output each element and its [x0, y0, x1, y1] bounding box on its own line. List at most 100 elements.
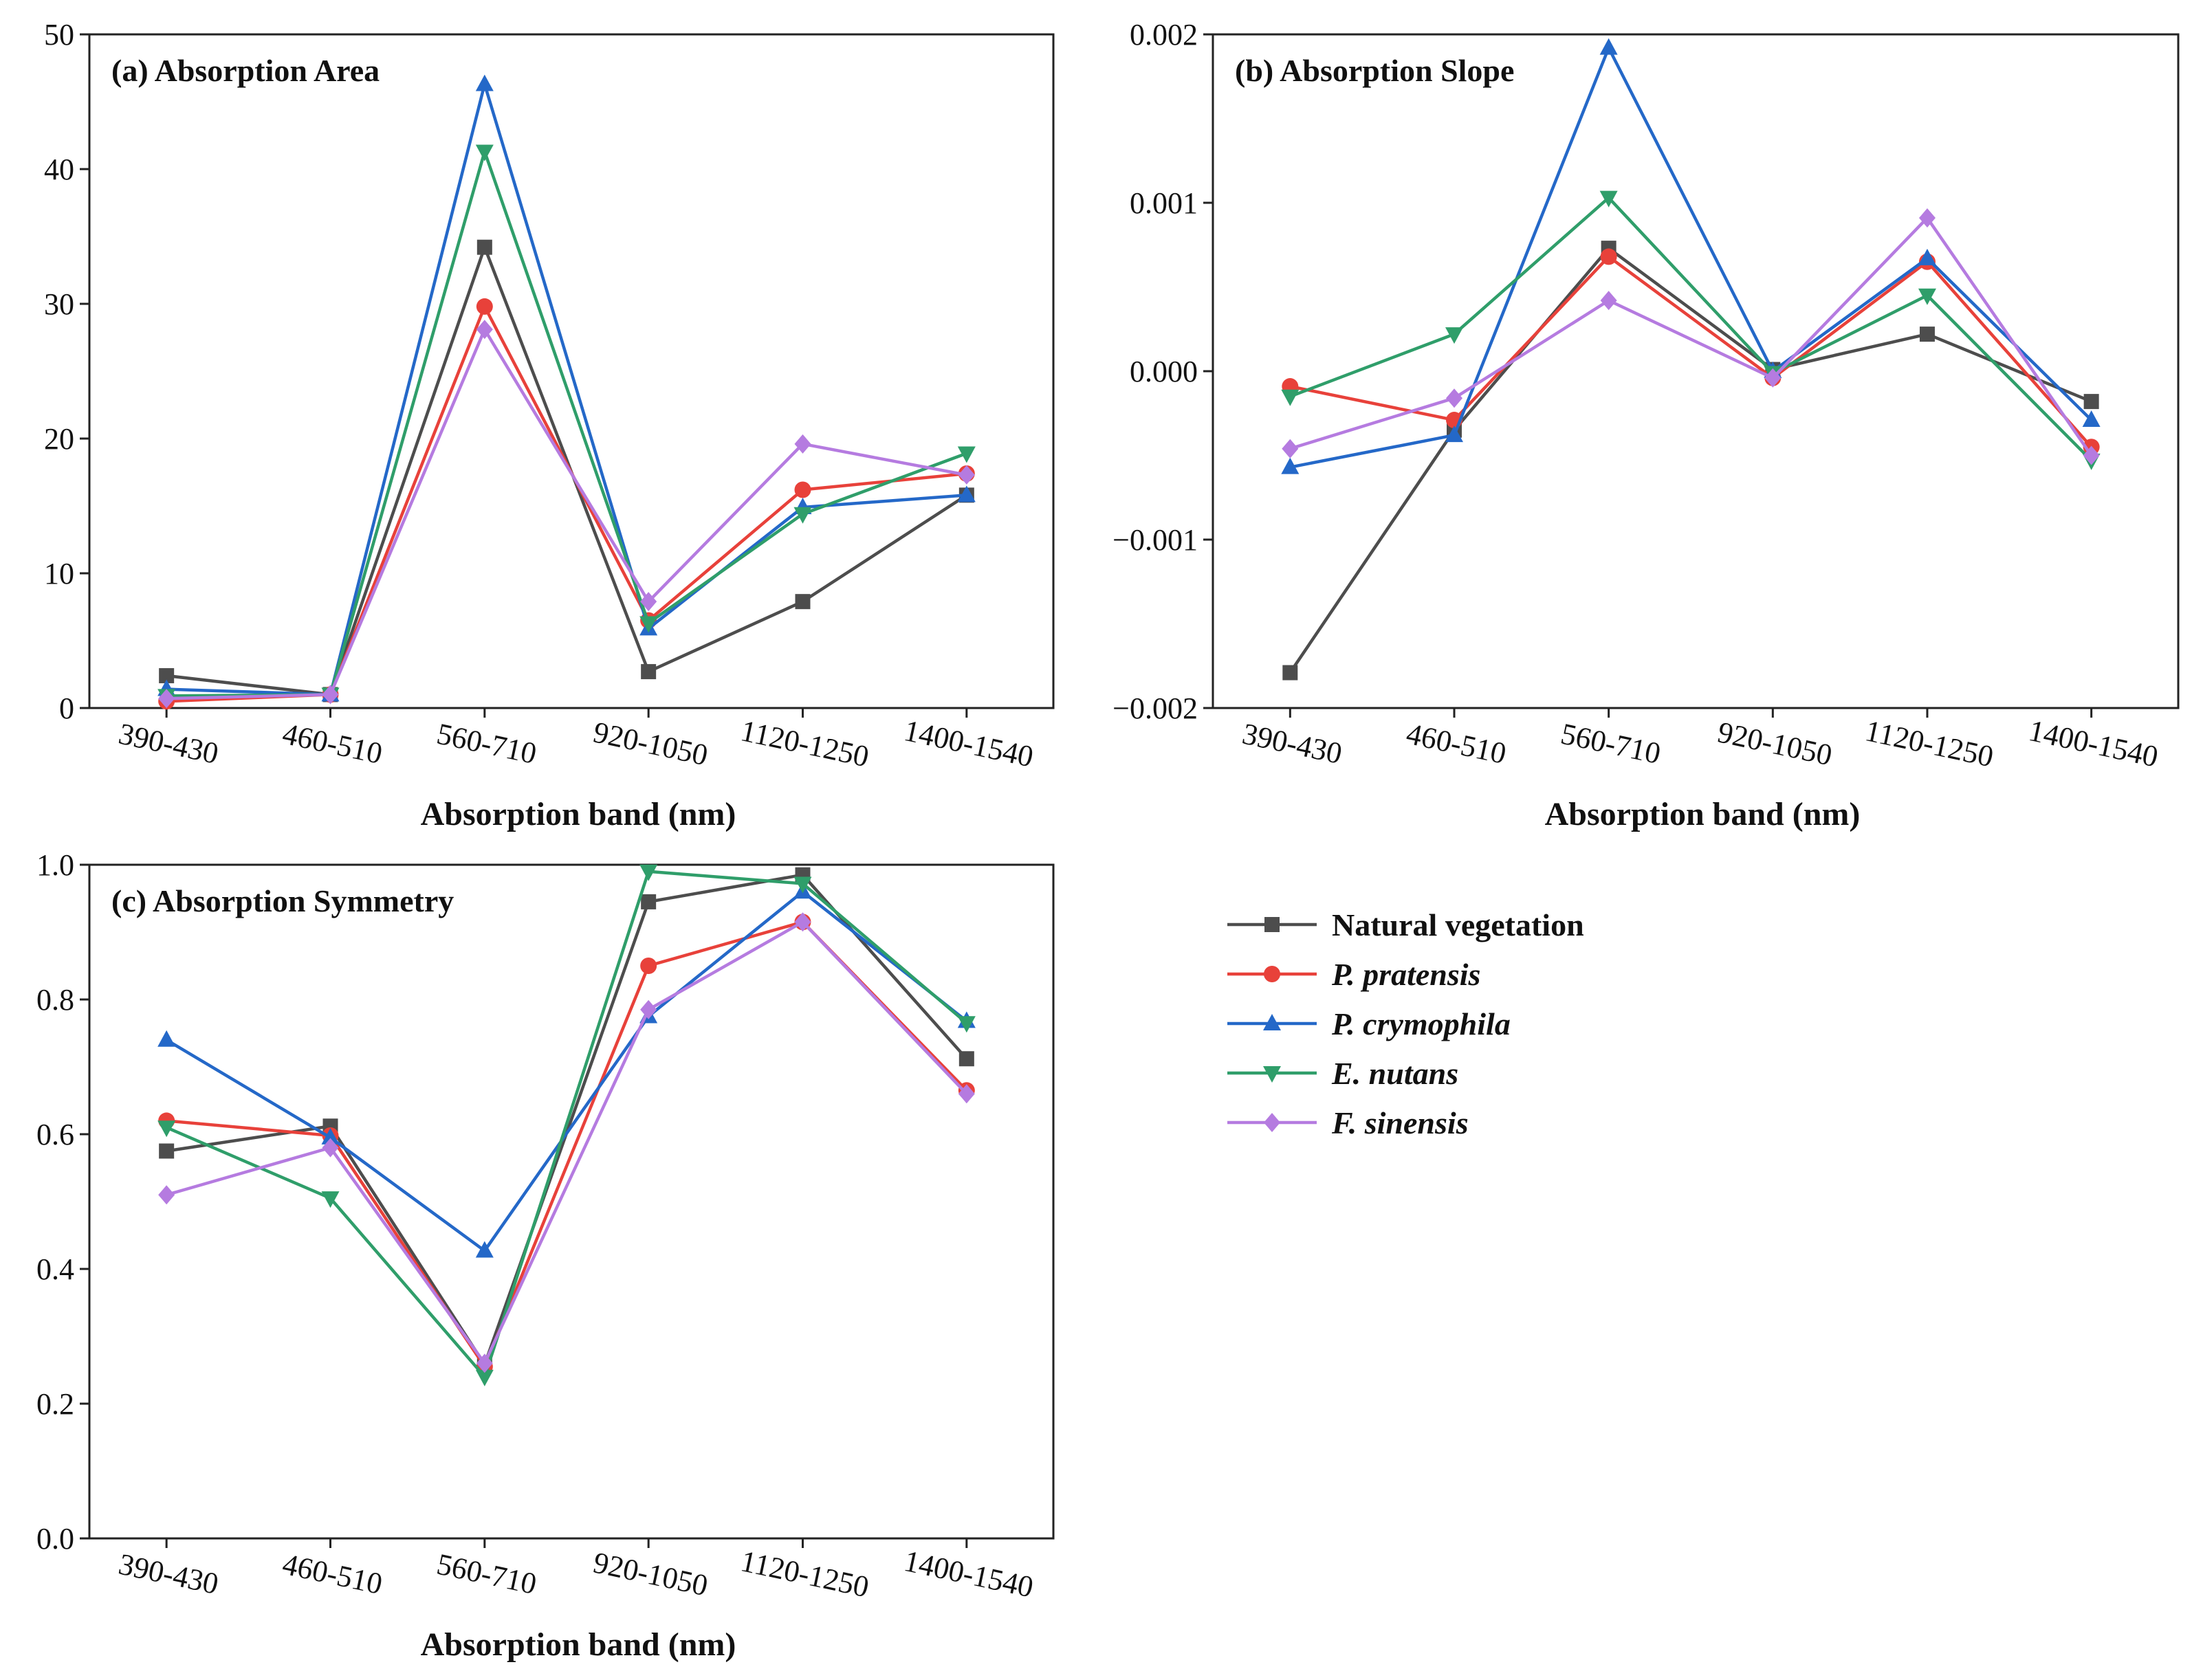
- data-point: [1918, 208, 1936, 228]
- series-line: [1289, 196, 2093, 462]
- data-point: [793, 507, 812, 524]
- series-line: [166, 150, 967, 698]
- series-line: [166, 920, 968, 1369]
- legend-label: Natural vegetation: [1332, 907, 1584, 942]
- x-tick-label: 920-1050: [591, 715, 711, 772]
- data-point: [476, 298, 493, 315]
- legend-marker: [1264, 1113, 1280, 1132]
- data-point: [2083, 394, 2099, 410]
- data-point: [794, 434, 811, 454]
- x-tick-label: 460-510: [280, 717, 386, 771]
- legend-label: E. nutans: [1331, 1056, 1458, 1091]
- y-tick-label: 0.4: [36, 1252, 74, 1286]
- plot-frame: [88, 33, 1055, 709]
- data-point: [1445, 425, 1463, 443]
- x-tick-label: 390-430: [1240, 717, 1346, 771]
- series-line: [166, 889, 968, 1252]
- x-tick-label: 1120-1250: [738, 714, 872, 773]
- y-tick-label: 0.000: [1130, 355, 1198, 388]
- y-tick-label: −0.001: [1113, 523, 1198, 557]
- legend-item: E. nutans: [1227, 1056, 1458, 1091]
- data-point: [957, 446, 976, 463]
- series-line: [166, 327, 967, 700]
- data-point: [1282, 439, 1299, 458]
- data-point: [157, 1120, 176, 1138]
- series-e-nutans: [157, 144, 976, 706]
- x-tick-label: 390-430: [116, 717, 221, 771]
- y-tick-label: −0.002: [1113, 692, 1198, 725]
- data-point: [159, 667, 175, 683]
- data-point: [2083, 445, 2100, 465]
- data-point: [1445, 327, 1463, 344]
- data-point: [322, 1138, 339, 1158]
- data-point: [958, 1051, 974, 1067]
- y-tick-label: 0.001: [1130, 186, 1198, 220]
- x-tick-label: 1120-1250: [738, 1544, 872, 1604]
- x-tick-label: 920-1050: [1715, 715, 1835, 772]
- data-point: [1918, 248, 1936, 265]
- legend-marker: [1264, 917, 1280, 932]
- y-tick-label: 0.6: [36, 1118, 74, 1151]
- series-line: [166, 245, 968, 696]
- x-tick-label: 560-710: [434, 1547, 540, 1601]
- series-e-nutans: [1281, 190, 2101, 470]
- x-axis-label: Absorption band (nm): [421, 1626, 736, 1663]
- legend-item: P. crymophila: [1227, 1006, 1511, 1041]
- data-point: [157, 1030, 176, 1047]
- x-tick-label: 460-510: [280, 1547, 386, 1601]
- series-p-crymophila: [157, 882, 976, 1258]
- plot-frame: [88, 863, 1055, 1540]
- y-tick-label: 20: [44, 422, 74, 456]
- data-point: [639, 864, 658, 881]
- y-tick-label: 0.002: [1130, 18, 1198, 52]
- panel-title: (c) Absorption Symmetry: [111, 883, 454, 918]
- series-f-sinensis: [1282, 208, 2100, 465]
- y-tick-label: 10: [44, 557, 74, 590]
- panel-title: (b) Absorption Slope: [1235, 53, 1514, 88]
- data-point: [321, 1191, 340, 1208]
- series-natural-vegetation: [159, 239, 974, 703]
- legend-item: Natural vegetation: [1227, 907, 1584, 942]
- x-tick-label: 1400-1540: [901, 1544, 1036, 1604]
- series-p-pratensis: [158, 914, 975, 1375]
- data-point: [475, 144, 494, 162]
- legend: Natural vegetation P. pratensis P. crymoph…: [1227, 907, 1584, 1140]
- x-tick-label: 560-710: [434, 717, 540, 771]
- data-point: [1919, 327, 1935, 342]
- data-point: [641, 664, 657, 680]
- data-point: [958, 1084, 975, 1104]
- legend-label: F. sinensis: [1331, 1105, 1469, 1140]
- legend-label: P. crymophila: [1331, 1006, 1511, 1041]
- legend-marker: [1263, 1014, 1281, 1030]
- data-point: [476, 320, 493, 340]
- data-point: [794, 912, 811, 932]
- legend-item: F. sinensis: [1227, 1105, 1469, 1140]
- data-point: [1446, 388, 1462, 408]
- series-f-sinensis: [158, 912, 975, 1373]
- data-point: [640, 958, 657, 974]
- x-tick-label: 560-710: [1558, 717, 1664, 771]
- y-tick-label: 0.8: [36, 983, 74, 1017]
- data-point: [1600, 248, 1617, 265]
- data-point: [794, 481, 811, 498]
- panel-absorption-area: 0 10 20 30 40 50 390-430 460-510 560-710 920-1050…: [44, 18, 1055, 832]
- data-point: [1918, 288, 1936, 305]
- x-tick-label: 390-430: [116, 1547, 221, 1601]
- y-tick-label: 0.0: [36, 1522, 74, 1556]
- data-point: [475, 74, 494, 91]
- data-point: [1600, 291, 1617, 311]
- data-point: [1599, 190, 1618, 208]
- data-point: [958, 465, 975, 485]
- data-point: [322, 685, 339, 705]
- data-point: [957, 1016, 976, 1033]
- data-point: [475, 1369, 494, 1386]
- legend-marker: [1263, 1066, 1281, 1083]
- data-point: [795, 594, 811, 610]
- y-tick-label: 40: [44, 153, 74, 186]
- series-line: [1289, 216, 2093, 456]
- panel-title: (a) Absorption Area: [111, 53, 380, 88]
- panel-absorption-slope: −0.002 −0.001 0.000 0.001 0.002 390-430 460-51…: [1113, 18, 2180, 832]
- x-tick-label: 1400-1540: [901, 714, 1036, 774]
- data-point: [158, 689, 175, 709]
